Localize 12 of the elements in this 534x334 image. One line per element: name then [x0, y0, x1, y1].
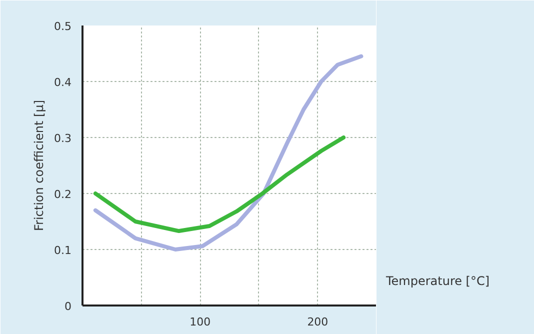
x-tick-label: 100 — [190, 316, 211, 328]
y-tick-label: 0.5 — [54, 20, 72, 33]
line-series — [93, 54, 364, 252]
x-tick-label: 200 — [307, 316, 328, 328]
y-axis-title: Friction coefficient [µ] — [32, 100, 46, 232]
y-tick-label: 0.4 — [54, 76, 72, 89]
line-series — [93, 136, 346, 234]
y-tick-label: 0 — [64, 300, 72, 313]
y-tick-label: 0.1 — [54, 244, 72, 257]
x-axis-title: Temperature [°C] — [384, 274, 490, 288]
y-tick-label: 0.3 — [54, 132, 72, 145]
y-tick-label: 0.2 — [54, 188, 72, 201]
